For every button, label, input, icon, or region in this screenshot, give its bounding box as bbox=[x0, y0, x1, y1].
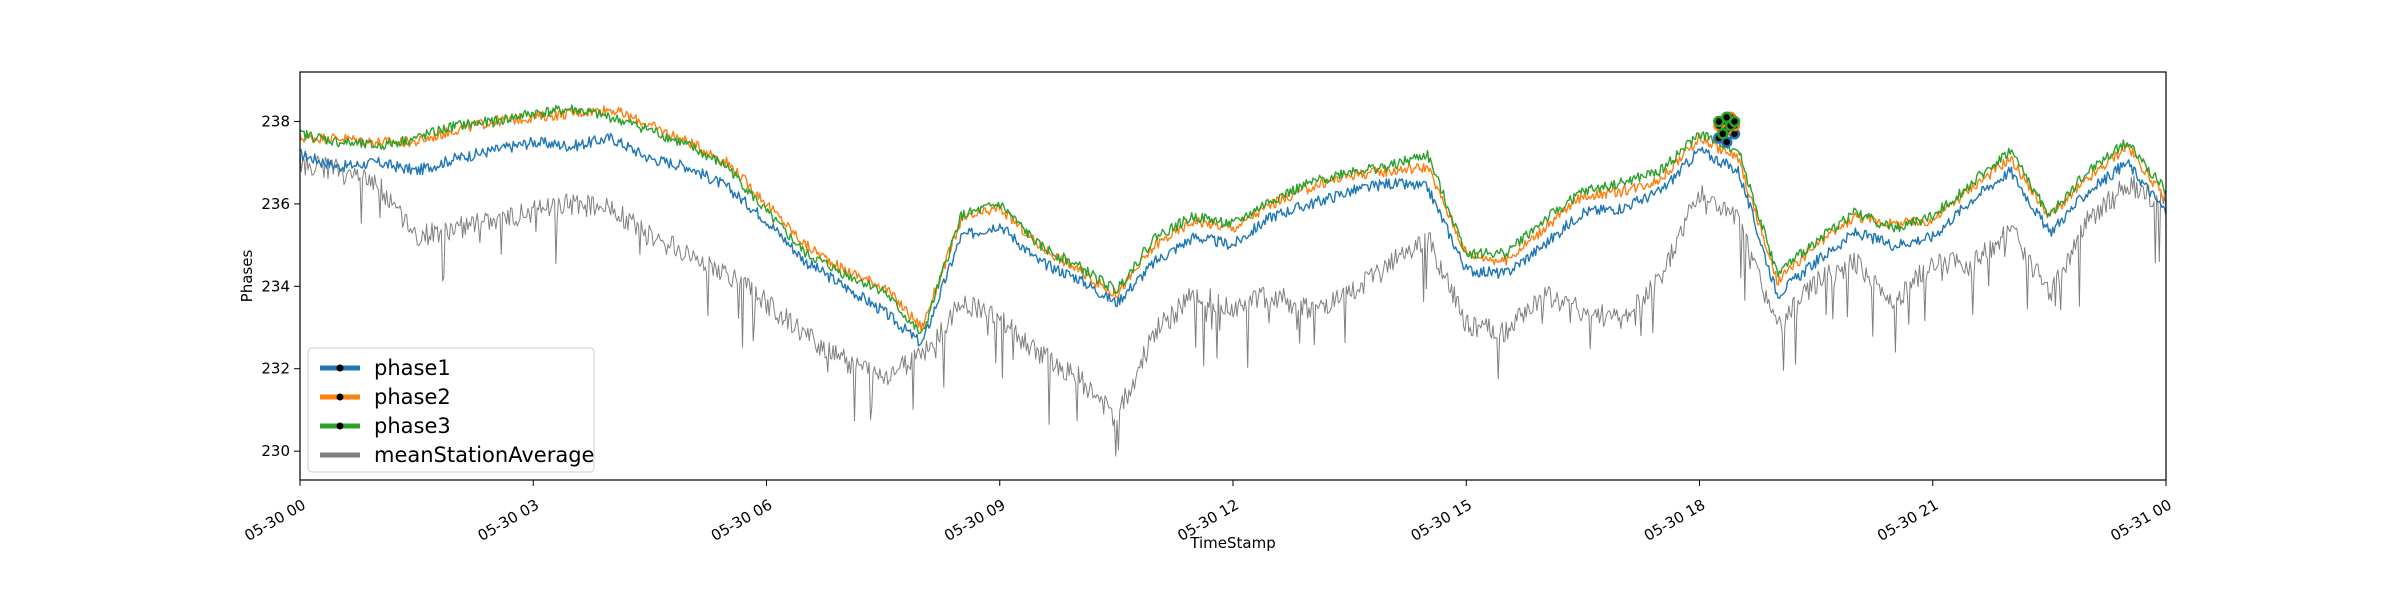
series-layer bbox=[300, 104, 2166, 457]
y-tick-label: 234 bbox=[261, 277, 290, 295]
x-tick-label: 05-30 06 bbox=[708, 496, 775, 545]
series-line-meanStationAverage bbox=[300, 151, 2166, 457]
legend-entry-meanStationAverage: meanStationAverage bbox=[374, 443, 594, 467]
series-line-phase2 bbox=[300, 105, 2166, 332]
legend-box bbox=[307, 347, 595, 473]
y-axis-label: Phases bbox=[238, 250, 256, 303]
marker-phase3 bbox=[1728, 115, 1741, 128]
legend: phase1 phase2 phase3 meanStationAverage bbox=[307, 347, 595, 473]
series-line-phase3 bbox=[300, 104, 2166, 335]
legend-marker bbox=[336, 393, 344, 401]
x-tick-label: 05-31 00 bbox=[2107, 496, 2174, 545]
legend-marker bbox=[336, 422, 344, 430]
y-tick-label: 232 bbox=[261, 360, 290, 378]
legend-entry-phase2: phase2 bbox=[374, 385, 451, 409]
x-tick-label: 05-30 21 bbox=[1874, 496, 1941, 545]
x-axis-label: TimeStamp bbox=[1189, 534, 1275, 552]
legend-entry-phase3: phase3 bbox=[374, 414, 451, 438]
x-tick-label: 05-30 00 bbox=[241, 496, 308, 545]
y-tick-label: 238 bbox=[261, 112, 290, 130]
y-axis: 230 232 234 236 238 bbox=[261, 112, 300, 460]
x-tick-label: 05-30 15 bbox=[1408, 496, 1475, 545]
x-tick-label: 05-30 09 bbox=[941, 496, 1008, 545]
marker-phase3 bbox=[1717, 128, 1729, 140]
legend-marker bbox=[336, 364, 344, 372]
marker-layer bbox=[1713, 111, 1741, 148]
series-line-phase1 bbox=[300, 132, 2166, 347]
y-tick-label: 230 bbox=[261, 442, 290, 460]
y-tick-label: 236 bbox=[261, 195, 290, 213]
x-tick-label: 05-30 18 bbox=[1641, 496, 1708, 545]
legend-entry-phase1: phase1 bbox=[374, 356, 451, 380]
x-tick-label: 05-30 03 bbox=[475, 496, 542, 545]
